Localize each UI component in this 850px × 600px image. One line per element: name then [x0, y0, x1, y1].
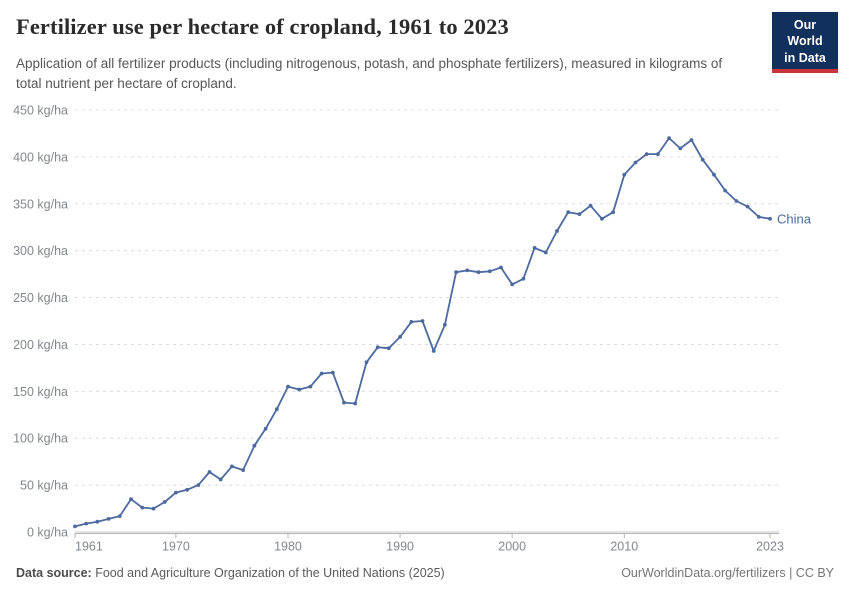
- data-point: [476, 270, 481, 275]
- x-tick-label: 1961: [75, 540, 103, 554]
- y-tick-label: 400 kg/ha: [13, 150, 68, 164]
- data-point: [207, 470, 212, 474]
- owid-logo[interactable]: Our World in Data: [772, 12, 838, 73]
- chart-footer: Data source: Food and Agriculture Organi…: [16, 566, 834, 580]
- data-point: [510, 282, 515, 287]
- data-source-label: Data source:: [16, 566, 92, 580]
- data-point: [398, 335, 402, 339]
- y-tick-label: 450 kg/ha: [13, 104, 68, 118]
- data-source-text: Food and Agriculture Organization of the…: [91, 566, 445, 580]
- data-point: [465, 268, 470, 273]
- data-point: [174, 490, 178, 495]
- data-point: [185, 487, 190, 492]
- data-point: [364, 360, 369, 365]
- data-point: [487, 269, 492, 274]
- y-tick-label: 50 kg/ha: [20, 479, 68, 493]
- data-point: [588, 203, 593, 208]
- y-tick-label: 350 kg/ha: [13, 197, 68, 211]
- data-point: [252, 443, 257, 448]
- data-point: [387, 346, 391, 351]
- data-point: [454, 270, 458, 275]
- data-point: [600, 216, 604, 221]
- y-tick-label: 250 kg/ha: [13, 291, 68, 305]
- data-point: [532, 246, 537, 250]
- data-point: [420, 319, 425, 323]
- license-link[interactable]: CC BY: [795, 566, 834, 580]
- data-point: [555, 229, 559, 233]
- data-point: [409, 320, 414, 324]
- footer-divider: |: [785, 566, 796, 580]
- data-point: [218, 477, 223, 482]
- y-tick-label: 200 kg/ha: [13, 338, 68, 352]
- x-tick-label: 1990: [386, 540, 414, 554]
- data-point: [308, 384, 313, 389]
- y-tick-label: 0 kg/ha: [27, 526, 68, 540]
- data-point: [84, 521, 89, 526]
- page-title: Fertilizer use per hectare of cropland, …: [16, 14, 509, 39]
- x-tick-label: 2000: [498, 540, 526, 554]
- data-point: [106, 517, 111, 521]
- x-tick-label: 1980: [274, 540, 302, 554]
- y-tick-label: 150 kg/ha: [13, 385, 68, 399]
- data-point: [745, 204, 750, 209]
- data-point: [140, 505, 145, 510]
- data-point: [196, 483, 201, 487]
- data-point: [263, 426, 268, 431]
- data-point: [689, 138, 694, 142]
- series-end-label[interactable]: China: [777, 211, 812, 226]
- data-point: [521, 276, 526, 281]
- data-point: [353, 401, 358, 406]
- owid-logo-line1: Our World: [787, 18, 823, 49]
- data-point: [723, 188, 728, 193]
- data-point: [611, 210, 615, 215]
- series-line: [74, 137, 771, 528]
- y-tick-label: 300 kg/ha: [13, 244, 68, 258]
- data-point: [700, 157, 705, 162]
- data-point: [712, 172, 716, 177]
- x-tick-label: 2023: [756, 540, 784, 554]
- data-point: [644, 152, 649, 157]
- data-point: [443, 322, 447, 327]
- y-tick-label: 100 kg/ha: [13, 432, 68, 446]
- data-point: [431, 349, 436, 353]
- owid-url-link[interactable]: OurWorldinData.org/fertilizers: [621, 566, 786, 580]
- data-point: [151, 506, 156, 511]
- data-point: [129, 497, 133, 502]
- data-point: [73, 524, 77, 529]
- data-point: [342, 400, 346, 405]
- x-tick-label: 2010: [610, 540, 638, 554]
- data-point: [656, 152, 660, 157]
- data-point: [543, 250, 548, 255]
- data-source: Data source: Food and Agriculture Organi…: [16, 566, 445, 580]
- data-point: [230, 464, 234, 469]
- x-tick-label: 1970: [162, 540, 190, 554]
- owid-logo-line2: in Data: [784, 50, 826, 65]
- data-point: [319, 371, 324, 376]
- data-point: [633, 160, 638, 165]
- chart-subtitle: Application of all fertilizer products (…: [16, 56, 723, 92]
- data-point: [117, 514, 122, 518]
- data-point: [297, 387, 302, 392]
- data-point: [95, 519, 100, 524]
- data-point: [756, 215, 761, 219]
- data-point: [566, 210, 571, 215]
- data-point: [734, 199, 739, 203]
- data-point: [286, 384, 290, 389]
- data-point: [499, 265, 503, 270]
- data-point: [768, 216, 772, 221]
- data-point: [274, 407, 279, 412]
- data-point: [622, 172, 627, 177]
- data-point: [330, 370, 335, 375]
- footer-links: OurWorldinData.org/fertilizers | CC BY: [621, 566, 834, 580]
- data-point: [667, 136, 671, 141]
- data-point: [375, 345, 380, 350]
- data-point: [241, 468, 246, 472]
- data-point: [162, 500, 167, 504]
- data-point: [577, 212, 582, 217]
- data-point: [678, 146, 683, 151]
